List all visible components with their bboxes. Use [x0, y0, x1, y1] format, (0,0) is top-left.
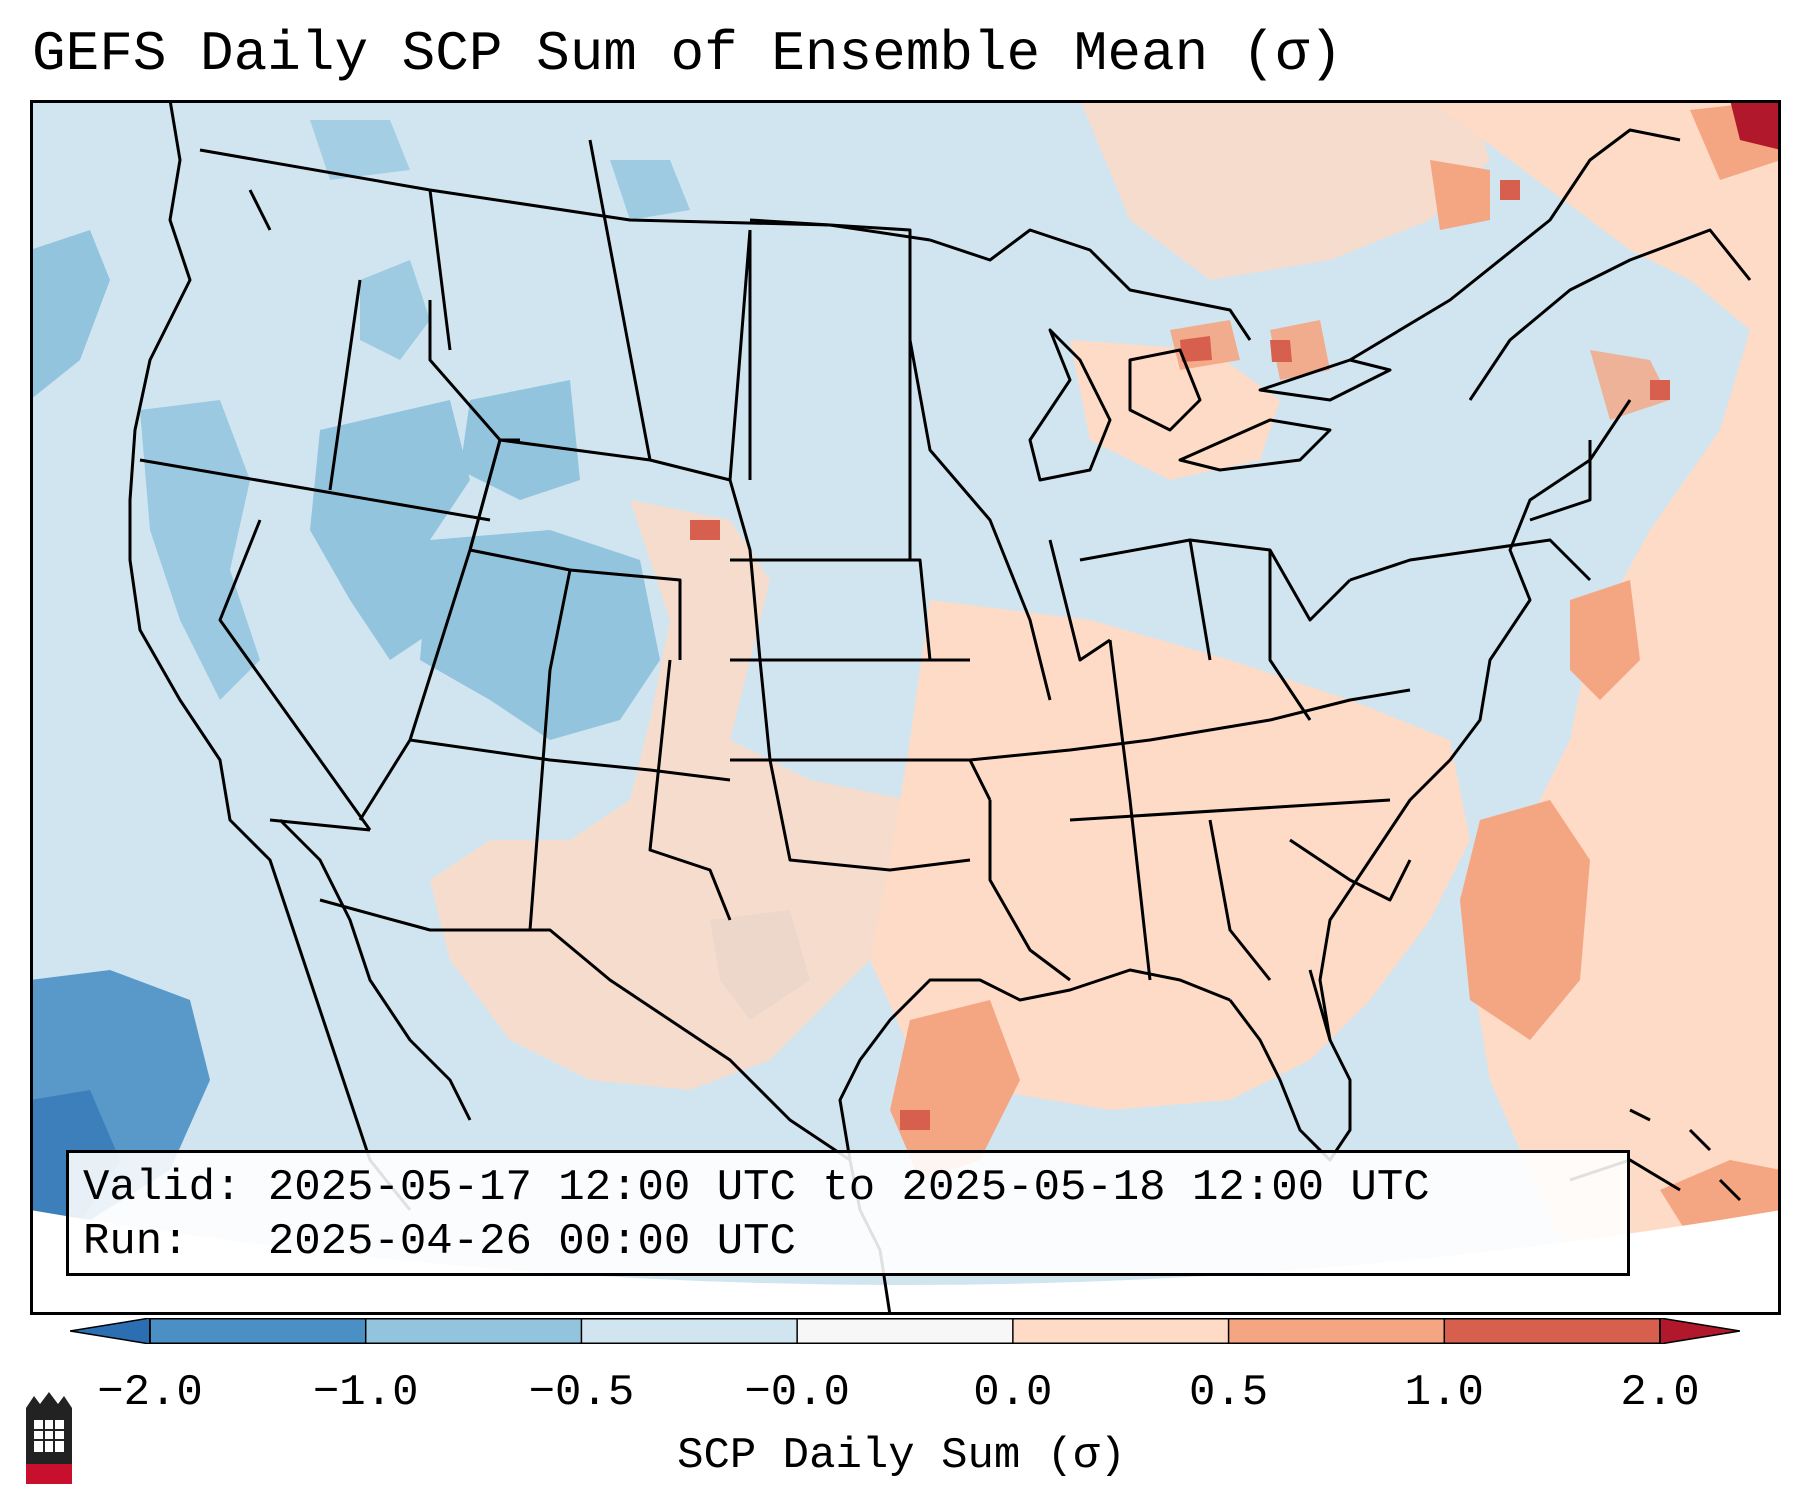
colorbar-segment — [581, 1318, 798, 1344]
niu-logo — [26, 1392, 72, 1484]
validity-info-box: Valid: 2025-05-17 12:00 UTC to 2025-05-1… — [66, 1150, 1630, 1276]
colorbar-label: SCP Daily Sum (σ) — [677, 1431, 1126, 1481]
scp-map — [30, 100, 1781, 1315]
colorbar-segment — [365, 1318, 582, 1344]
colorbar — [70, 1318, 1740, 1344]
colorbar-tick-label: 0.5 — [1188, 1368, 1269, 1418]
map-title: GEFS Daily SCP Sum of Ensemble Mean (σ) — [32, 22, 1343, 86]
colorbar-segment — [1012, 1318, 1230, 1344]
colorbar-segment — [797, 1318, 1014, 1344]
colorbar-tick-label: 0.0 — [973, 1368, 1053, 1418]
colorbar-tick-label: −0.0 — [744, 1368, 850, 1418]
colorbar-segment — [1659, 1318, 1740, 1344]
valid-label: Valid: — [83, 1163, 242, 1213]
colorbar-segment — [1444, 1318, 1661, 1344]
colorbar-tick-label: 1.0 — [1404, 1368, 1484, 1418]
colorbar-outline — [149, 1318, 1661, 1344]
map-panel — [30, 100, 1781, 1315]
colorbar-segment — [150, 1318, 367, 1344]
map-border — [30, 100, 1781, 1315]
colorbar-tick-label: 2.0 — [1620, 1368, 1700, 1418]
political-boundaries — [128, 100, 1752, 1315]
run-time: 2025-04-26 00:00 UTC — [267, 1217, 796, 1267]
projection-edge — [30, 1210, 1781, 1315]
colorbar-segment — [1228, 1318, 1445, 1344]
colorbar-tick-label: −2.0 — [97, 1368, 203, 1418]
colorbar-tick-label: −1.0 — [312, 1368, 419, 1418]
colorbar-segment — [70, 1318, 151, 1344]
run-label: Run: — [83, 1217, 189, 1267]
valid-time: 2025-05-17 12:00 UTC to 2025-05-18 12:00… — [267, 1163, 1430, 1213]
colorbar-tick-label: −0.5 — [528, 1368, 635, 1418]
